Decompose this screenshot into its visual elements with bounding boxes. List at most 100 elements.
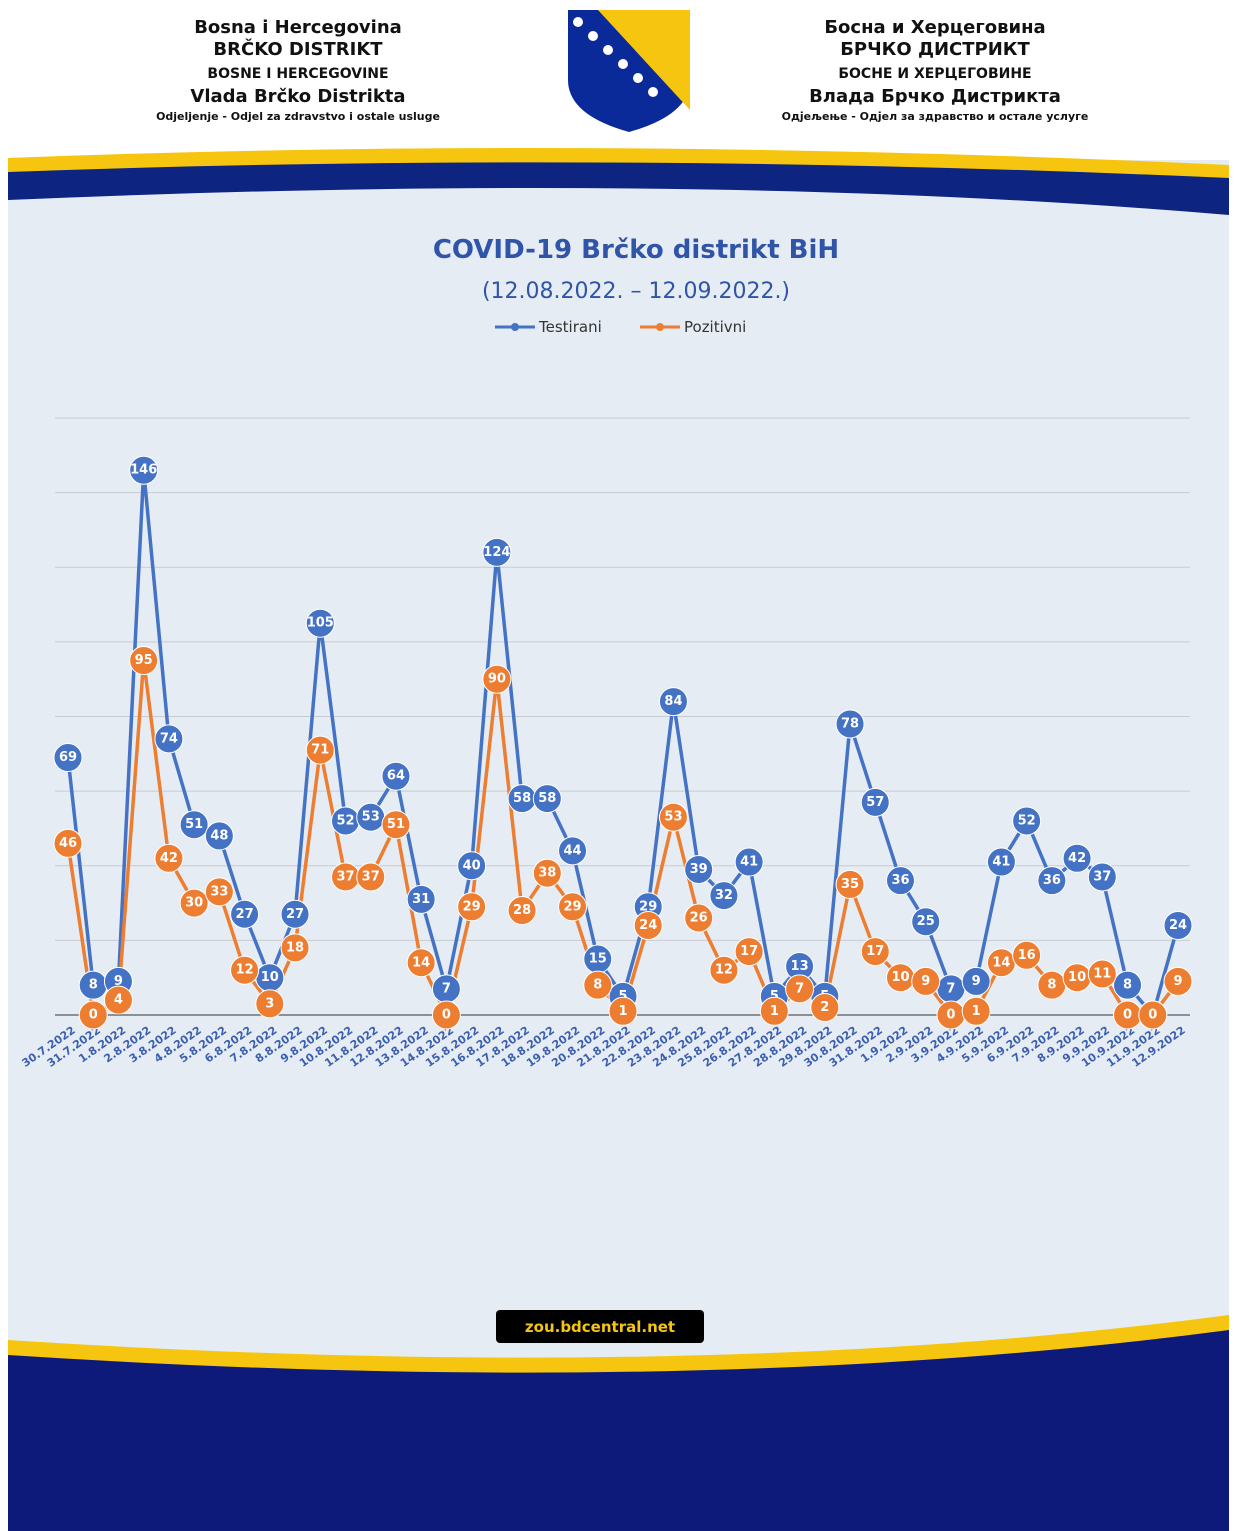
data-label: 9 xyxy=(972,974,981,989)
data-point xyxy=(734,847,764,877)
data-label: 14 xyxy=(412,955,430,970)
data-label: 7 xyxy=(442,981,451,996)
data-point xyxy=(633,910,663,940)
data-label: 0 xyxy=(946,1008,955,1023)
legend-label: Testirani xyxy=(538,318,602,336)
data-point xyxy=(532,858,562,888)
data-point xyxy=(280,899,310,929)
data-label: 32 xyxy=(715,888,733,903)
data-point xyxy=(406,948,436,978)
data-point xyxy=(658,802,688,832)
chart-background xyxy=(8,160,1229,1370)
data-label: 3 xyxy=(265,996,274,1011)
data-label: 5 xyxy=(618,989,627,1004)
data-point xyxy=(961,996,991,1026)
data-point xyxy=(558,836,588,866)
data-point xyxy=(507,896,537,926)
header-line: БРЧКО ДИСТРИКТ xyxy=(840,39,1030,60)
data-label: 8 xyxy=(593,978,602,993)
data-label: 46 xyxy=(59,836,77,851)
data-point xyxy=(1087,959,1117,989)
data-point xyxy=(961,966,991,996)
data-label: 57 xyxy=(866,795,884,810)
data-point xyxy=(810,993,840,1023)
data-point xyxy=(457,851,487,881)
header-line: BOSNE I HERCEGOVINE xyxy=(207,66,388,82)
data-label: 36 xyxy=(891,873,909,888)
data-point xyxy=(583,970,613,1000)
data-point xyxy=(78,1000,108,1030)
data-point xyxy=(1087,862,1117,892)
data-label: 25 xyxy=(917,914,935,929)
data-label: 146 xyxy=(130,463,157,478)
data-point xyxy=(886,866,915,896)
data-label: 0 xyxy=(442,1008,451,1023)
data-label: 7 xyxy=(946,981,955,996)
data-label: 16 xyxy=(1018,948,1036,963)
data-label: 84 xyxy=(664,694,682,709)
data-label: 51 xyxy=(185,817,203,832)
data-point xyxy=(280,933,310,963)
data-label: 0 xyxy=(1123,1008,1132,1023)
data-label: 18 xyxy=(286,940,304,955)
data-label: 37 xyxy=(362,869,380,884)
data-point xyxy=(860,787,890,817)
header-line: Влада Брчко Дистрикта xyxy=(809,86,1061,107)
data-label: 12 xyxy=(236,963,254,978)
data-label: 53 xyxy=(362,810,380,825)
data-point xyxy=(230,955,260,985)
data-point xyxy=(154,724,184,754)
data-point xyxy=(230,899,260,929)
data-label: 1 xyxy=(770,1004,779,1019)
data-label: 15 xyxy=(589,952,607,967)
data-point xyxy=(684,903,714,933)
data-label: 30 xyxy=(185,896,203,911)
data-point xyxy=(1138,1000,1168,1030)
data-label: 10 xyxy=(1068,970,1086,985)
data-label: 95 xyxy=(135,653,153,668)
data-label: 24 xyxy=(1169,918,1187,933)
data-label: 10 xyxy=(891,970,909,985)
data-point xyxy=(482,664,512,694)
data-label: 0 xyxy=(89,1008,98,1023)
data-label: 71 xyxy=(311,743,329,758)
data-point xyxy=(53,743,83,773)
data-label: 38 xyxy=(538,866,556,881)
header-line: Босна и Херцеговина xyxy=(824,17,1045,38)
data-label: 124 xyxy=(483,545,510,560)
data-label: 0 xyxy=(1148,1008,1157,1023)
data-label: 1 xyxy=(972,1004,981,1019)
data-label: 27 xyxy=(236,907,254,922)
data-point xyxy=(759,996,789,1026)
data-point xyxy=(608,996,638,1026)
data-label: 31 xyxy=(412,892,430,907)
data-point xyxy=(860,937,890,967)
data-point xyxy=(1012,940,1042,970)
data-label: 29 xyxy=(563,899,581,914)
data-point xyxy=(356,862,386,892)
data-point xyxy=(179,888,209,918)
data-label: 13 xyxy=(791,959,809,974)
data-point xyxy=(658,687,688,717)
data-point xyxy=(305,608,335,638)
data-label: 8 xyxy=(1123,978,1132,993)
data-label: 27 xyxy=(286,907,304,922)
data-label: 8 xyxy=(1047,978,1056,993)
header-line: БОСНЕ И ХЕРЦЕГОВИНЕ xyxy=(838,66,1031,82)
data-point xyxy=(179,810,209,840)
data-label: 58 xyxy=(513,791,531,806)
data-label: 42 xyxy=(1068,851,1086,866)
data-point xyxy=(1113,970,1143,1000)
data-label: 37 xyxy=(336,869,354,884)
footer-wave-yellow xyxy=(8,1315,1229,1373)
data-point xyxy=(103,985,133,1015)
data-label: 48 xyxy=(210,828,228,843)
data-label: 1 xyxy=(618,1004,627,1019)
data-label: 39 xyxy=(690,862,708,877)
data-point xyxy=(734,937,764,967)
legend-marker xyxy=(511,323,519,331)
header-wave-blue xyxy=(8,154,1229,215)
data-label: 51 xyxy=(387,817,405,832)
data-point xyxy=(1012,806,1042,836)
data-point xyxy=(1037,866,1067,896)
